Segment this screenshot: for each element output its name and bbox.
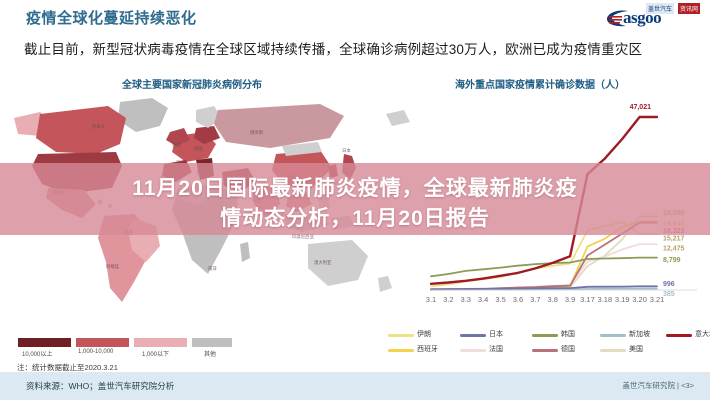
svg-text:德国: 德国 <box>194 145 203 152</box>
legend-swatch-japan <box>460 334 486 337</box>
header-subtitle: 截止目前，新型冠状病毒疫情在全球区域持续传播，全球确诊病例超过30万人，欧洲已成… <box>24 42 643 57</box>
legend-label-iran: 伊朗 <box>417 331 431 338</box>
series-line-日本 <box>430 285 658 290</box>
series-line-意大利 <box>429 115 659 285</box>
point-label-韩国: 8,799 <box>663 257 681 264</box>
svg-text:3.7: 3.7 <box>530 295 540 304</box>
legend-swatch-germany <box>532 349 558 352</box>
overlay-title-band: 11月20日国际最新肺炎疫情，全球最新肺炎疫 情动态分析，11月20日报告 <box>0 163 710 235</box>
legend-swatch-italy <box>666 334 692 337</box>
svg-text:印度尼西亚: 印度尼西亚 <box>292 233 315 240</box>
legend-label-singapore: 新加坡 <box>629 331 650 338</box>
legend-swatch-spain <box>388 349 414 352</box>
map-legend-swatch-0 <box>18 338 71 347</box>
svg-text:3.19: 3.19 <box>615 295 630 304</box>
logo-swoosh-icon <box>607 10 628 27</box>
slide-footer: 资料来源：WHO；盖世汽车研究院分析 盖世汽车研究院 | <3> <box>0 372 710 400</box>
map-legend-swatch-1 <box>76 338 129 347</box>
chart-legend: 伊朗 日本 韩国 新加坡 意大利 西班牙 法国 德国 <box>388 330 710 358</box>
svg-text:3.8: 3.8 <box>547 295 557 304</box>
gasgoo-logo: asgoo 盖世汽车 资讯网 <box>606 3 702 31</box>
svg-text:3.4: 3.4 <box>478 295 488 304</box>
page-title: 疫情全球化蔓延持续恶化 <box>26 10 197 27</box>
point-label-日本: 996 <box>663 281 675 288</box>
map-legend-label-2: 1,000以下 <box>142 352 170 358</box>
svg-text:3.20: 3.20 <box>632 295 647 304</box>
footer-credit: 盖世汽车研究院 | <3> <box>622 381 694 390</box>
svg-text:3.9: 3.9 <box>565 295 575 304</box>
svg-text:3.1: 3.1 <box>426 295 436 304</box>
data-cutoff-note: 注：统计数据截止至2020.3.21 <box>17 363 118 372</box>
series-line-韩国 <box>430 256 658 278</box>
map-legend-label-3: 其他 <box>204 352 217 358</box>
legend-label-usa: 美国 <box>629 346 643 353</box>
svg-text:澳大利亚: 澳大利亚 <box>314 259 332 266</box>
svg-text:3.3: 3.3 <box>461 295 471 304</box>
svg-text:日本: 日本 <box>342 147 351 154</box>
logo-badge-news-cn: 资讯网 <box>678 3 701 14</box>
map-legend-label-1: 1,000-10,000 <box>78 349 114 355</box>
legend-label-korea: 韩国 <box>561 331 575 338</box>
svg-text:加拿大: 加拿大 <box>92 123 106 130</box>
svg-text:3.6: 3.6 <box>513 295 523 304</box>
source-text: 资料来源：WHO；盖世汽车研究院分析 <box>26 381 175 391</box>
legend-label-spain: 西班牙 <box>417 346 438 353</box>
legend-swatch-usa <box>600 349 626 352</box>
svg-text:法国: 法国 <box>176 159 185 166</box>
legend-swatch-france <box>460 349 486 352</box>
svg-text:南非: 南非 <box>208 265 217 272</box>
legend-label-france: 法国 <box>489 346 503 353</box>
chart-panel-title: 海外重点国家疫情累计确诊数据（人） <box>455 80 625 91</box>
legend-label-italy: 意大利 <box>695 331 710 338</box>
svg-text:3.17: 3.17 <box>580 295 595 304</box>
logo-badge-gasgoo-cn: 盖世汽车 <box>646 3 675 14</box>
point-label-意大利: 47,021 <box>630 104 652 111</box>
legend-label-japan: 日本 <box>489 331 503 338</box>
legend-label-germany: 德国 <box>561 346 575 353</box>
svg-text:3.21: 3.21 <box>650 295 665 304</box>
legend-swatch-iran <box>388 334 414 337</box>
svg-text:3.18: 3.18 <box>598 295 613 304</box>
map-panel-title: 全球主要国家新冠肺炎病例分布 <box>122 80 262 91</box>
point-label-新加坡: 385 <box>663 291 675 298</box>
svg-text:阿根廷: 阿根廷 <box>106 263 120 270</box>
legend-swatch-korea <box>532 334 558 337</box>
overlay-title-line2: 情动态分析，11月20日报告 <box>220 207 490 230</box>
map-legend: 10,000以上 1,000-10,000 1,000以下 其他 <box>18 338 278 360</box>
point-label-法国: 12,475 <box>663 246 685 253</box>
chart-x-axis: 3.1 3.2 3.3 3.4 3.5 3.6 3.7 3.8 3.9 3.17 3.18 3.19 3… <box>426 289 697 304</box>
map-legend-swatch-3 <box>192 338 232 347</box>
map-legend-swatch-2 <box>134 338 187 347</box>
svg-text:3.2: 3.2 <box>443 295 453 304</box>
overlay-title-line1: 11月20日国际最新肺炎疫情，全球最新肺炎疫 <box>132 177 578 200</box>
svg-text:3.5: 3.5 <box>495 295 505 304</box>
map-legend-label-0: 10,000以上 <box>22 352 53 358</box>
point-label-伊朗: 15,217 <box>663 236 685 243</box>
svg-text:俄罗斯: 俄罗斯 <box>250 129 264 136</box>
svg-text:英国: 英国 <box>172 141 181 148</box>
chart-plot-area <box>429 115 659 291</box>
legend-swatch-singapore <box>600 334 626 337</box>
slide-header: 疫情全球化蔓延持续恶化 截止目前，新型冠状病毒疫情在全球区域持续传播，全球确诊病… <box>0 0 710 66</box>
